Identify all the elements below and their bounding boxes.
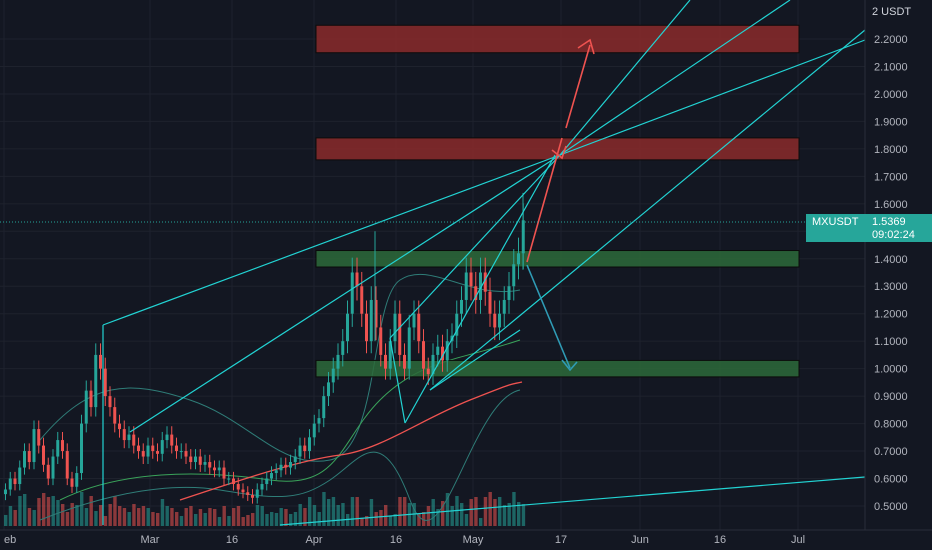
- y-tick-label: 2.2000: [874, 34, 908, 46]
- price-axis[interactable]: 2.2000 2.1000 2.0000 1.9000 1.8000 1.7000 1.60…: [874, 34, 908, 513]
- trend-lines[interactable]: [102, 0, 866, 526]
- candle-countdown: 09:02:24: [872, 229, 915, 241]
- resistance-zone[interactable]: [315, 24, 800, 54]
- trend-line[interactable]: [559, 39, 866, 156]
- symbol-label: MXUSDT: [812, 216, 859, 228]
- trend-line[interactable]: [429, 29, 866, 391]
- y-tick-label: 0.8000: [874, 419, 908, 431]
- y-tick-label: 1.4000: [874, 254, 908, 266]
- trend-line[interactable]: [279, 476, 866, 526]
- x-tick-label: Mar: [141, 534, 160, 546]
- trend-line[interactable]: [429, 329, 521, 391]
- y-tick-label: 1.0000: [874, 364, 908, 376]
- y-tick-label: 1.7000: [874, 171, 908, 183]
- trend-line[interactable]: [389, 337, 406, 424]
- resistance-zone[interactable]: [315, 137, 800, 161]
- trend-line[interactable]: [404, 154, 556, 424]
- y-tick-label: 0.6000: [874, 474, 908, 486]
- y-tick-label: 1.8000: [874, 144, 908, 156]
- arrowhead-icon: [577, 38, 595, 55]
- x-tick-label: Jul: [791, 534, 805, 546]
- x-tick-label: 17: [555, 534, 567, 546]
- y-tick-label: 2.1000: [874, 61, 908, 73]
- last-price-value: 1.5369: [872, 216, 906, 228]
- grid: [0, 0, 865, 530]
- candlesticks: [4, 192, 525, 504]
- y-tick-label: 2.0000: [874, 89, 908, 101]
- trend-line[interactable]: [129, 154, 561, 433]
- support-zone[interactable]: [315, 359, 800, 378]
- y-tick-label: 0.7000: [874, 446, 908, 458]
- y-tick-label: 1.3000: [874, 281, 908, 293]
- bearish-arrow[interactable]: [526, 264, 571, 369]
- arrowhead-icon: [551, 145, 567, 160]
- x-tick-label: Jun: [631, 534, 649, 546]
- x-tick-label: 16: [226, 534, 238, 546]
- trend-line[interactable]: [102, 154, 561, 326]
- x-tick-label: 16: [714, 534, 726, 546]
- trend-line[interactable]: [559, 0, 791, 156]
- y-tick-label: 1.6000: [874, 199, 908, 211]
- y-tick-label: 1.9000: [874, 116, 908, 128]
- x-tick-label: eb: [4, 534, 16, 546]
- support-zone[interactable]: [315, 250, 800, 268]
- projection-arrows[interactable]: [526, 38, 595, 372]
- arrowhead-icon: [561, 359, 578, 372]
- y-tick-label: 0.5000: [874, 501, 908, 513]
- x-tick-label: Apr: [305, 534, 322, 546]
- x-tick-label: 16: [390, 534, 402, 546]
- trend-line[interactable]: [389, 154, 561, 339]
- time-axis[interactable]: eb Mar 16 Apr 16 May 17 Jun 16 Jul: [0, 529, 932, 546]
- y-tick-label: 1.1000: [874, 336, 908, 348]
- y-tick-label: 0.9000: [874, 391, 908, 403]
- trend-line[interactable]: [559, 0, 691, 156]
- y-tick-label: 1.2000: [874, 309, 908, 321]
- volume-bars: [4, 492, 526, 526]
- last-price-tag: MXUSDT 1.5369 09:02:24: [806, 214, 932, 242]
- currency-label: 2 USDT: [872, 6, 912, 18]
- bollinger-bands: [39, 273, 523, 521]
- bullish-arrow[interactable]: [526, 44, 591, 263]
- x-tick-label: May: [463, 534, 484, 546]
